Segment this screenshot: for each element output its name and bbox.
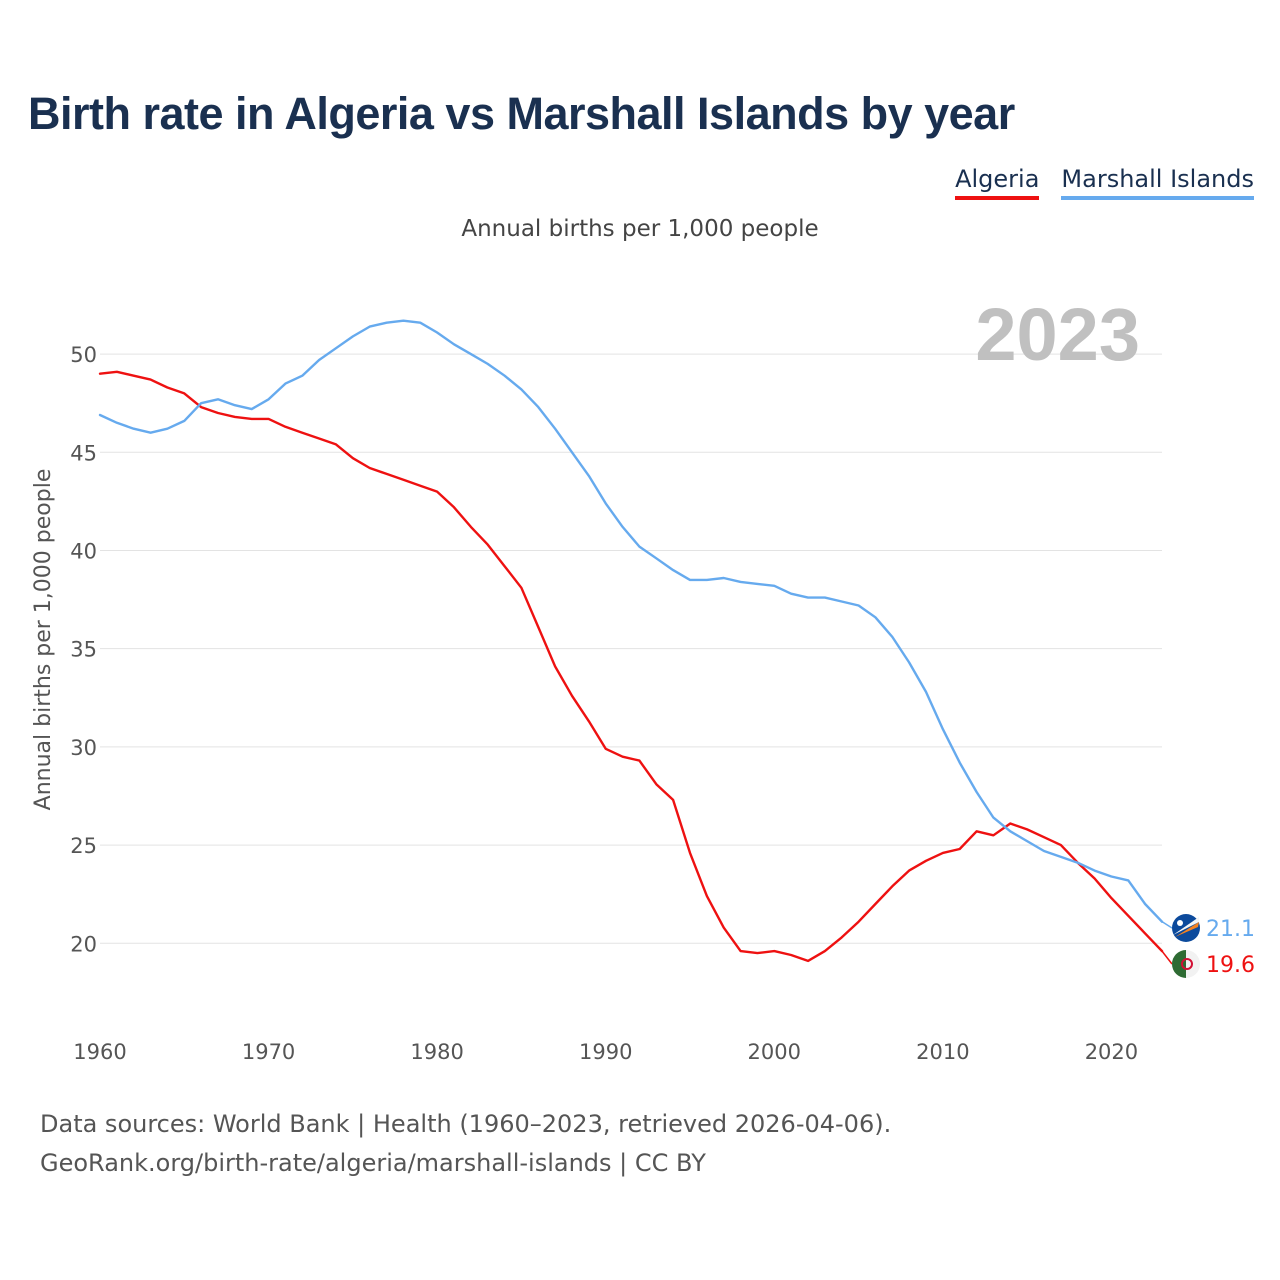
axis-labels: 20 25 30 35 40 45 50 1960 1970 1980 1990 2000 2010 20…: [31, 343, 1138, 1064]
y-axis-label: Annual births per 1,000 people: [31, 469, 56, 811]
y-tick-label: 20: [70, 932, 97, 956]
legend-item-algeria[interactable]: Algeria: [955, 165, 1040, 200]
chart-subtitle: Annual births per 1,000 people: [461, 216, 819, 242]
marshall-islands-flag-icon: [1172, 914, 1200, 942]
series-lines: [98, 319, 1164, 963]
legend: Algeria Marshall Islands: [955, 165, 1254, 200]
x-tick-label: 2020: [1085, 1040, 1138, 1064]
x-tick-label: 2010: [916, 1040, 969, 1064]
x-tick-label: 2000: [748, 1040, 801, 1064]
legend-item-marshall-islands[interactable]: Marshall Islands: [1061, 165, 1254, 200]
end-value-label: 21.1: [1206, 917, 1255, 942]
source-url: GeoRank.org/birth-rate/algeria/marshall-…: [40, 1149, 706, 1177]
end-connector: [1161, 921, 1173, 929]
year-label: 2023: [975, 293, 1140, 376]
x-tick-label: 1980: [410, 1040, 463, 1064]
y-tick-label: 50: [70, 343, 97, 367]
y-tick-label: 30: [70, 736, 97, 760]
source-note: Data sources: World Bank | Health (1960–…: [40, 1105, 891, 1183]
x-tick-label: 1970: [242, 1040, 295, 1064]
end-connector: [1161, 950, 1173, 965]
y-tick-label: 40: [70, 539, 97, 563]
end-value-label: 19.6: [1206, 953, 1255, 978]
algeria-flag-icon: [1172, 950, 1200, 978]
series-line-algeria: [98, 370, 1164, 963]
chart-title: Birth rate in Algeria vs Marshall Island…: [28, 88, 1015, 139]
end-markers: 19.6 21.1: [1161, 914, 1255, 978]
y-tick-label: 35: [70, 638, 97, 662]
x-tick-label: 1990: [579, 1040, 632, 1064]
x-tick-label: 1960: [73, 1040, 126, 1064]
source-line: Data sources: World Bank | Health (1960–…: [40, 1110, 892, 1138]
series-line-marshall-islands: [98, 319, 1164, 923]
y-tick-label: 25: [70, 834, 97, 858]
y-tick-label: 45: [70, 441, 97, 465]
grid-lines: [100, 353, 1162, 944]
